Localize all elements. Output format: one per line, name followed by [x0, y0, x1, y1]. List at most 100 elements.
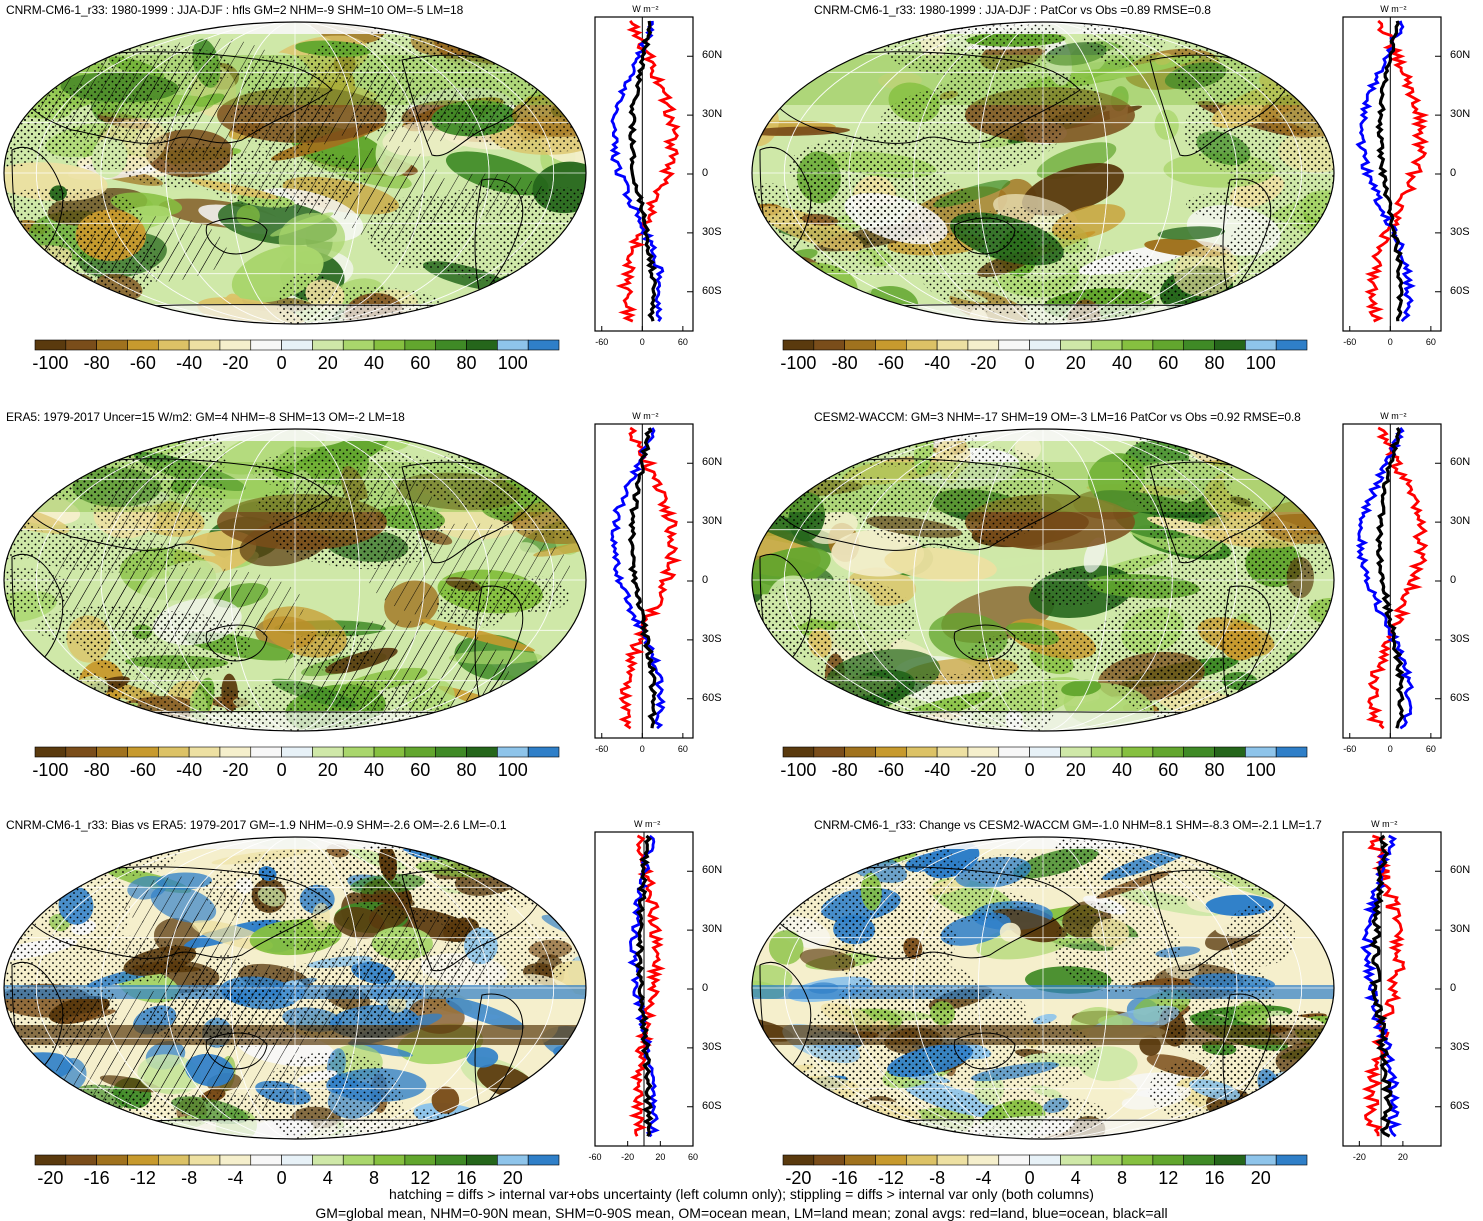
colorbar-swatch [875, 746, 907, 758]
lat-label: 60N [702, 864, 723, 877]
colorbar-swatch [65, 1154, 97, 1166]
colorbar-tick-label: -12 [877, 1168, 904, 1188]
colorbar-swatch [157, 746, 190, 758]
colorbar-swatch [342, 339, 375, 351]
zonal-x-tick-label: -60 [595, 337, 609, 347]
lat-label: 0 [702, 574, 709, 586]
colorbar-tick-label: 0 [1024, 353, 1035, 373]
zonal-x-tick-label: -60 [595, 744, 609, 754]
colorbar-swatch [1029, 339, 1061, 351]
colorbar-tick-label: 80 [1204, 760, 1225, 780]
colorbar-swatch [1183, 746, 1215, 758]
zonal-mean-plot [594, 831, 694, 1147]
colorbar-swatch [1275, 1154, 1308, 1166]
zonal-curve-all [627, 20, 658, 322]
map-panel-4: CESM2-WACCM: GM=3 NHM=-17 SHM=19 OM=-3 L… [748, 407, 1483, 807]
map-panel-3: ERA5: 1979-2017 Uncer=15 W/m2: GM=4 NHM=… [0, 407, 740, 807]
colorbar-swatch [905, 746, 938, 758]
zonal-mean-plot [594, 16, 694, 332]
colorbar-swatch [813, 339, 845, 351]
colorbar-tick-label: 0 [1024, 1168, 1035, 1188]
lat-label: 30S [1450, 632, 1470, 645]
colorbar-swatch [1029, 1154, 1061, 1166]
colorbar-tick-label: -20 [970, 353, 997, 373]
colorbar-tick-label: 20 [317, 353, 338, 373]
zonal-curve-all [634, 834, 654, 1137]
colorbar-swatch [1214, 746, 1246, 758]
colorbar-swatch [250, 1154, 282, 1166]
colorbar-tick-label: -16 [831, 1168, 858, 1188]
colorbar-tick-label: 16 [1204, 1168, 1225, 1188]
zonal-curve-land [1365, 426, 1429, 730]
lat-label: 60S [1450, 1099, 1470, 1112]
lat-label: 30S [1450, 1040, 1470, 1053]
colorbar-swatch [1060, 746, 1092, 758]
lat-label: 60N [1450, 864, 1471, 877]
zonal-curve-land [1364, 19, 1430, 323]
panel-title: CNRM-CM6-1_r33: Bias vs ERA5: 1979-2017 … [6, 818, 507, 832]
colorbar-tick-label: -40 [176, 353, 203, 373]
zonal-curve-all [627, 427, 658, 729]
zonal-x-tick-label: 0 [639, 337, 645, 347]
lat-label: 60S [702, 691, 722, 704]
zonal-x-tick-label: 60 [677, 337, 688, 347]
zonal-curve-all [1375, 20, 1404, 322]
zonal-unit-label: W m⁻² [1380, 411, 1407, 421]
colorbar-tick-label: 8 [369, 1168, 380, 1188]
lat-label: 0 [1450, 167, 1457, 179]
colorbar-tick-label: 20 [1065, 760, 1086, 780]
colorbar-swatch [998, 339, 1030, 351]
colorbar-swatch [127, 1154, 159, 1166]
colorbar-swatch [404, 746, 437, 758]
zonal-x-tick-label: 0 [1387, 337, 1393, 347]
zonal-curve-all [1368, 834, 1393, 1138]
colorbar [782, 746, 1308, 758]
colorbar-swatch [373, 1154, 406, 1166]
colorbar-tick-label: -80 [831, 353, 858, 373]
colorbar-swatch [1029, 746, 1061, 758]
colorbar-tick-label: 4 [322, 1168, 333, 1188]
colorbar [34, 339, 560, 351]
colorbar-swatch [497, 1154, 529, 1166]
colorbar-tick-label: 60 [1158, 760, 1179, 780]
zonal-curve-land [615, 20, 681, 323]
colorbar-swatch [813, 1154, 845, 1166]
colorbar-swatch [497, 746, 529, 758]
colorbar-tick-label: -60 [877, 353, 904, 373]
colorbar-swatch [281, 339, 313, 351]
colorbar-tick-label: 80 [1204, 353, 1225, 373]
lat-label: 30S [1450, 225, 1470, 238]
colorbar-swatch [188, 339, 221, 351]
panel-title: CNRM-CM6-1_r33: 1980-1999 : JJA-DJF : hf… [6, 3, 464, 17]
colorbar-swatch [281, 1154, 313, 1166]
colorbar-swatch [312, 1154, 344, 1166]
colorbar-swatch [967, 339, 1000, 351]
colorbar-swatch [1152, 1154, 1185, 1166]
colorbar-swatch [1183, 339, 1215, 351]
colorbar [34, 1154, 560, 1166]
colorbar-swatch [905, 339, 938, 351]
colorbar-swatch [1214, 1154, 1246, 1166]
zonal-curve-ocean [1355, 20, 1416, 323]
colorbar-tick-label: 4 [1070, 1168, 1081, 1188]
colorbar-swatch [404, 1154, 437, 1166]
map-panel-1: CNRM-CM6-1_r33: 1980-1999 : JJA-DJF : hf… [0, 0, 740, 400]
colorbar-swatch [342, 746, 375, 758]
colorbar-tick-label: 20 [1250, 1168, 1271, 1188]
zonal-x-tick-label: 60 [1425, 337, 1436, 347]
zonal-x-tick-label: -60 [1343, 337, 1357, 347]
zonal-curve-ocean [627, 834, 660, 1138]
colorbar-swatch [1152, 746, 1185, 758]
colorbar-swatch [527, 1154, 560, 1166]
colorbar-swatch [782, 1154, 815, 1166]
footer-line-1: hatching = diffs > internal var+obs unce… [389, 1186, 1094, 1202]
lat-label: 60N [702, 456, 723, 469]
lat-label: 30N [702, 923, 723, 936]
colorbar-swatch [527, 746, 560, 758]
colorbar-tick-label: -4 [227, 1168, 244, 1188]
colorbar-tick-label: -12 [129, 1168, 156, 1188]
colorbar-swatch [1275, 746, 1308, 758]
panel-title: ERA5: 1979-2017 Uncer=15 W/m2: GM=4 NHM=… [6, 410, 405, 424]
zonal-curve-ocean [610, 427, 666, 730]
zonal-x-tick-label: 60 [687, 1152, 699, 1162]
